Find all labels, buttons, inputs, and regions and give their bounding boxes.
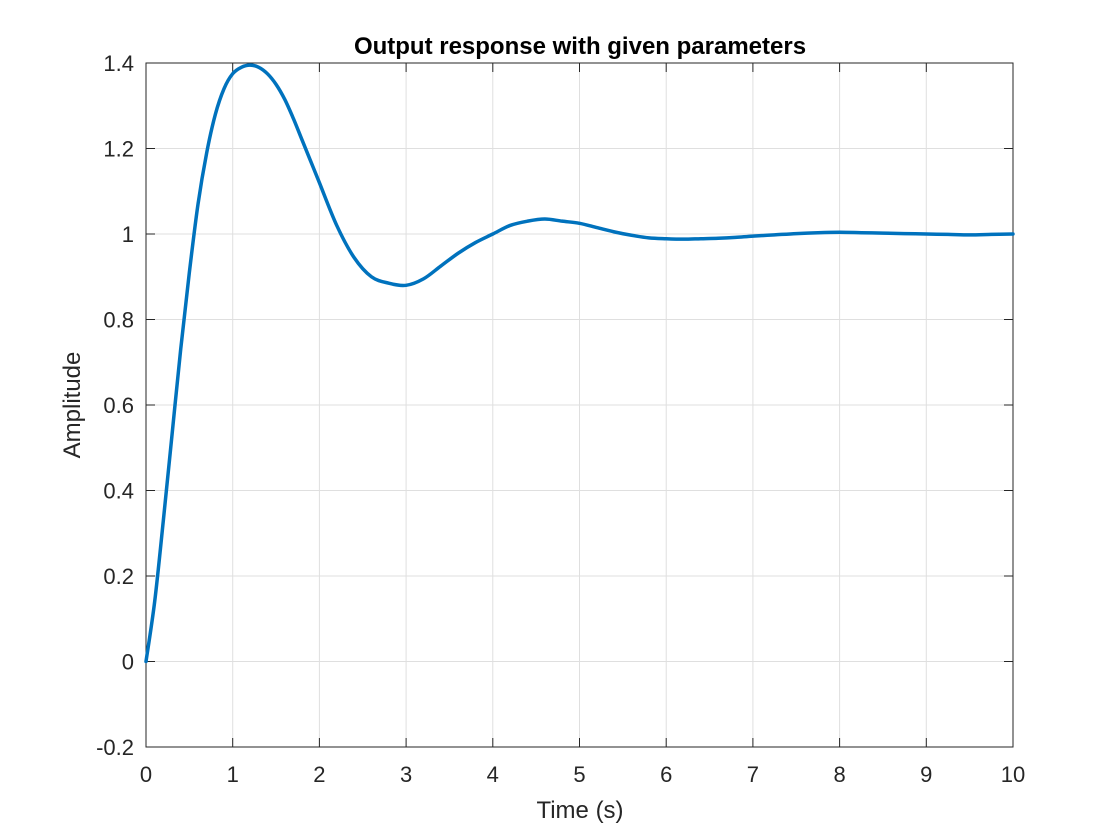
x-tick-label: 8: [833, 762, 845, 787]
x-axis-label: Time (s): [536, 797, 623, 824]
axes-box: [145, 62, 1014, 748]
series-layer: [144, 63, 1015, 664]
x-tick-label: 7: [747, 762, 759, 787]
y-tick-label: 1: [122, 222, 134, 247]
y-tick-label: -0.2: [96, 735, 134, 760]
y-tick-label: 1.2: [103, 137, 134, 162]
x-tick-label: 1: [227, 762, 239, 787]
y-axis-label: Amplitude: [59, 352, 86, 459]
series-line-0: [144, 63, 1015, 664]
x-tick-label: 5: [573, 762, 585, 787]
chart-title: Output response with given parameters: [354, 33, 806, 60]
x-tick-label: 2: [313, 762, 325, 787]
y-tick-label: 0.2: [103, 564, 134, 589]
y-tick-label: 0.8: [103, 308, 134, 333]
y-tick-label: 0: [122, 650, 134, 675]
y-tick-label: 0.6: [103, 393, 134, 418]
y-tick-label: 0.4: [103, 479, 134, 504]
y-tick-labels: -0.2 0 0.2 0.4 0.6 0.8 1 1.2 1.4: [96, 51, 134, 760]
y-tick-label: 1.4: [103, 51, 134, 76]
x-tick-label: 4: [487, 762, 499, 787]
x-tick-label: 0: [140, 762, 152, 787]
x-tick-labels: 0 1 2 3 4 5 6 7 8 9 10: [140, 762, 1025, 787]
x-tick-label: 6: [660, 762, 672, 787]
grid-lines: [146, 63, 1013, 747]
x-tick-label: 3: [400, 762, 412, 787]
x-tick-label: 10: [1001, 762, 1025, 787]
x-tick-label: 9: [920, 762, 932, 787]
